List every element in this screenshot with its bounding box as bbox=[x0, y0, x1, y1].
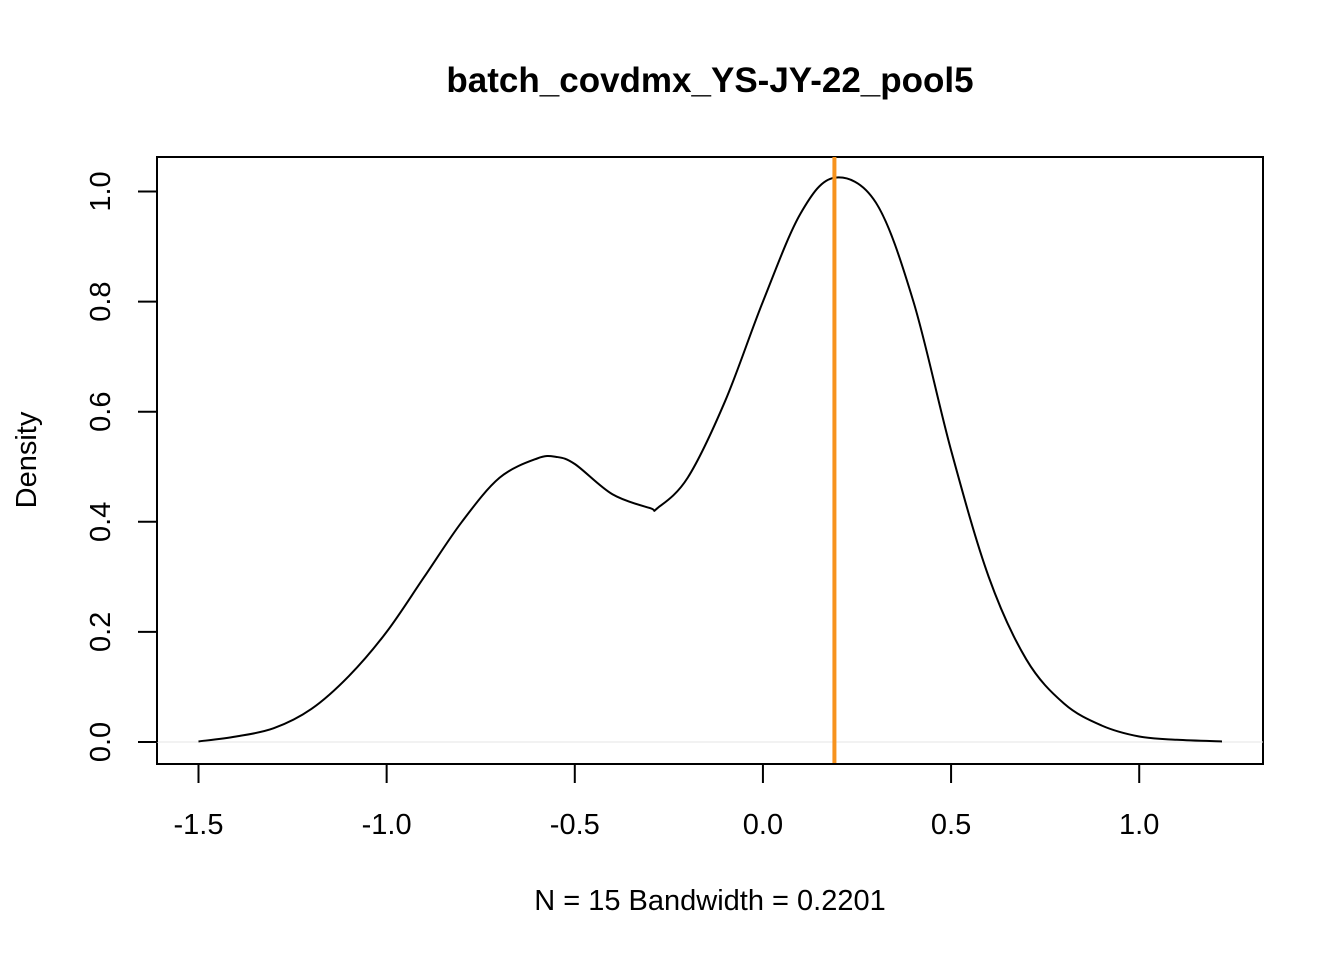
y-tick-label: 1.0 bbox=[85, 171, 117, 211]
x-tick-label: 1.0 bbox=[1119, 809, 1159, 841]
density-curve bbox=[198, 176, 1223, 743]
x-tick-label: 0.0 bbox=[743, 809, 783, 841]
x-tick-label: -1.5 bbox=[174, 809, 224, 841]
x-tick-label: -0.5 bbox=[550, 809, 600, 841]
x-tick-label: 0.5 bbox=[931, 809, 971, 841]
y-tick-label: 0.4 bbox=[85, 502, 117, 542]
y-tick-label: 0.6 bbox=[85, 392, 117, 432]
y-tick-label: 0.2 bbox=[85, 612, 117, 652]
x-axis-label: N = 15 Bandwidth = 0.2201 bbox=[534, 885, 885, 917]
plot-area-border bbox=[156, 156, 1264, 765]
y-tick-label: 0.0 bbox=[85, 722, 117, 762]
chart-title: batch_covdmx_YS-JY-22_pool5 bbox=[446, 61, 973, 100]
y-axis-label: Density bbox=[11, 411, 43, 508]
y-axis: 0.0 0.2 0.4 0.6 0.8 1.0 bbox=[85, 171, 158, 762]
y-tick-label: 0.8 bbox=[85, 281, 117, 321]
x-tick-label: -1.0 bbox=[362, 809, 412, 841]
x-axis: -1.5 -1.0 -0.5 0.0 0.5 1.0 bbox=[174, 763, 1159, 841]
